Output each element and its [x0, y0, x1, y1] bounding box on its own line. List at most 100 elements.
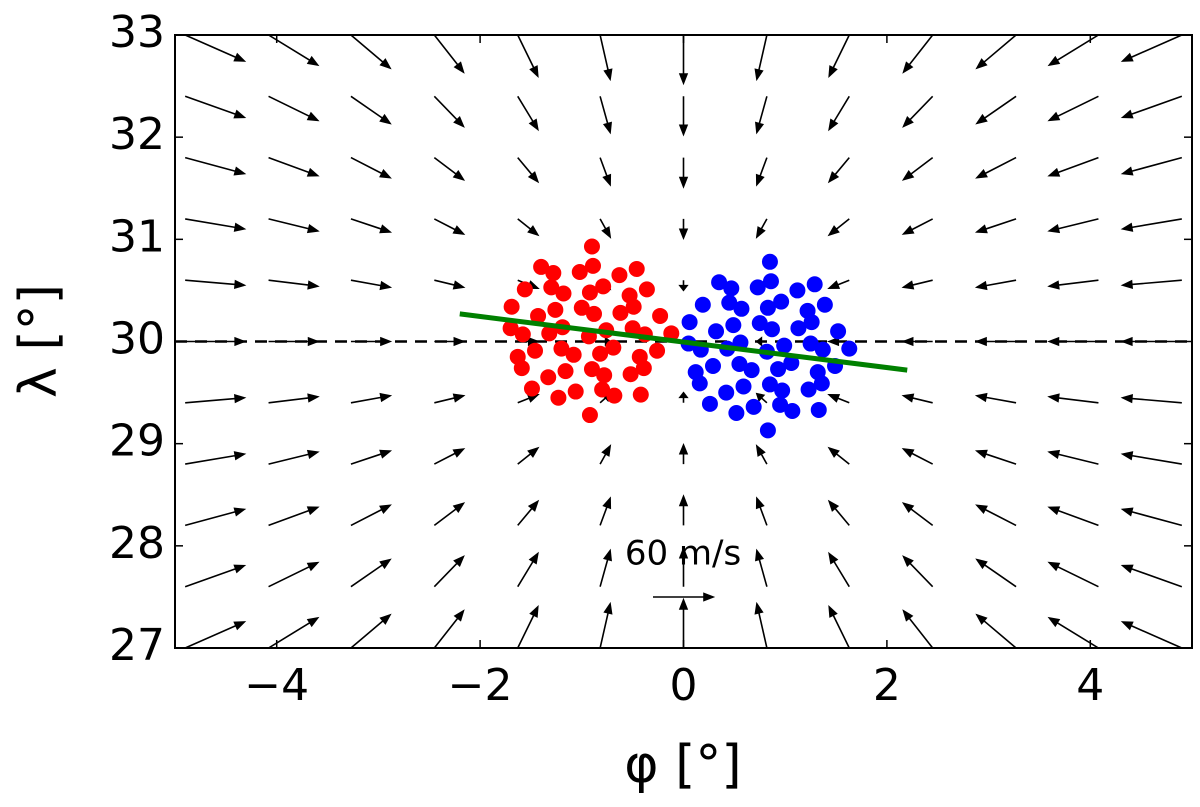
scatter-point: [708, 323, 725, 340]
quiver-arrow: [350, 279, 393, 291]
quiver-arrow: [1047, 393, 1099, 404]
quiver-arrow: [827, 393, 850, 404]
quiver-arrow: [599, 601, 613, 648]
quiver-arrow: [975, 613, 1017, 648]
quiver-arrow: [902, 555, 934, 588]
y-tick-label: 27: [109, 620, 165, 671]
scatter-point: [743, 362, 760, 379]
quiver-arrow: [350, 35, 392, 70]
scatter-point: [553, 340, 570, 357]
quiver-arrow: [1047, 35, 1099, 67]
quiver-arrow: [902, 609, 934, 648]
quiver-key-label: 60 m/s: [625, 534, 741, 574]
scatter-point: [628, 260, 645, 277]
quiver-arrow: [1120, 279, 1182, 290]
quiver-arrow: [517, 605, 539, 648]
quiver-arrow: [268, 95, 320, 122]
quiver-arrow: [755, 444, 768, 465]
scatter-point: [606, 387, 623, 404]
scatter-point: [841, 340, 858, 357]
quiver-arrow: [434, 393, 466, 404]
quiver-arrow: [755, 336, 767, 347]
scatter-point: [814, 341, 831, 358]
quiver-arrow: [433, 156, 466, 181]
quiver-arrow: [1120, 393, 1182, 404]
scatter-point: [503, 298, 520, 315]
quiver-arrow: [433, 502, 466, 527]
quiver-arrow: [754, 35, 768, 82]
quiver-arrow: [828, 95, 850, 132]
scatter-point: [638, 281, 655, 298]
scatter-point: [550, 389, 567, 406]
quiver-arrow: [678, 442, 689, 465]
quiver-arrow: [268, 218, 320, 234]
quiver-arrow: [517, 35, 539, 78]
quiver-arrow: [678, 546, 689, 587]
scatter-point: [541, 325, 558, 342]
quiver-arrow: [678, 218, 689, 241]
quiver-arrow: [599, 496, 612, 526]
quiver-arrow: [184, 621, 247, 648]
quiver-arrow: [828, 605, 850, 648]
scatter-point: [586, 305, 603, 322]
x-axis-label: φ [°]: [624, 735, 741, 795]
scatter-point: [776, 337, 793, 354]
quiver-arrow: [1047, 506, 1099, 527]
scatter-point: [704, 358, 721, 375]
scatter-point: [571, 264, 588, 281]
quiver-arrow: [268, 449, 320, 465]
scatter-point: [721, 294, 738, 311]
scatter-point: [652, 307, 669, 324]
scatter-point: [745, 398, 762, 415]
scatter-point: [540, 369, 557, 386]
quiver-arrow: [433, 609, 465, 648]
quiver-arrow: [1047, 95, 1099, 122]
quiver-arrow: [902, 35, 934, 74]
scatter-point: [557, 363, 574, 380]
scatter-point: [770, 361, 787, 378]
quiver-key-arrow: [653, 592, 716, 602]
quiver-arrow: [433, 555, 465, 588]
quiver-arrow: [678, 391, 689, 403]
quiver-arrow: [901, 218, 934, 235]
quiver-arrow: [350, 218, 393, 234]
quiver-arrow: [975, 156, 1017, 179]
scatter-point: [759, 422, 776, 439]
y-tick-label: 29: [109, 416, 165, 467]
quiver-arrow: [184, 156, 247, 176]
scatter-point: [799, 302, 816, 319]
scatter-point: [723, 280, 740, 297]
scatter-point: [728, 405, 745, 422]
scatter-point: [810, 401, 827, 418]
y-tick-label: 28: [109, 518, 165, 569]
x-tick-label: 2: [873, 660, 901, 711]
quiver-arrow: [268, 156, 320, 177]
quiver-arrow: [184, 564, 247, 588]
scatter-point: [830, 323, 847, 340]
scatter-point: [718, 384, 735, 401]
quiver-arrow: [755, 96, 768, 135]
scatter-point: [581, 407, 598, 424]
quiver-arrow: [901, 502, 934, 527]
quiver-arrow: [433, 95, 465, 128]
quiver-arrow: [268, 336, 320, 347]
quiver-arrow: [599, 218, 612, 239]
quiver-arrow: [974, 279, 1017, 291]
scatter-point: [751, 315, 768, 332]
scatter-point: [774, 382, 791, 399]
scatter-point: [547, 301, 564, 318]
quiver-arrow: [599, 157, 612, 187]
quiver-arrow: [974, 449, 1017, 465]
scatter-point: [592, 345, 609, 362]
scatter-point: [631, 348, 648, 365]
scatter-point: [573, 299, 590, 316]
scatter-point: [595, 278, 612, 295]
quiver-arrow: [901, 448, 934, 465]
quiver-arrow: [975, 95, 1017, 125]
scatter-point: [711, 274, 728, 291]
quiver-arrow: [1120, 218, 1182, 232]
quiver-arrow: [350, 392, 393, 404]
quiver-arrow: [268, 616, 320, 648]
quiver-arrow: [185, 393, 247, 404]
scatter-point: [502, 320, 519, 337]
